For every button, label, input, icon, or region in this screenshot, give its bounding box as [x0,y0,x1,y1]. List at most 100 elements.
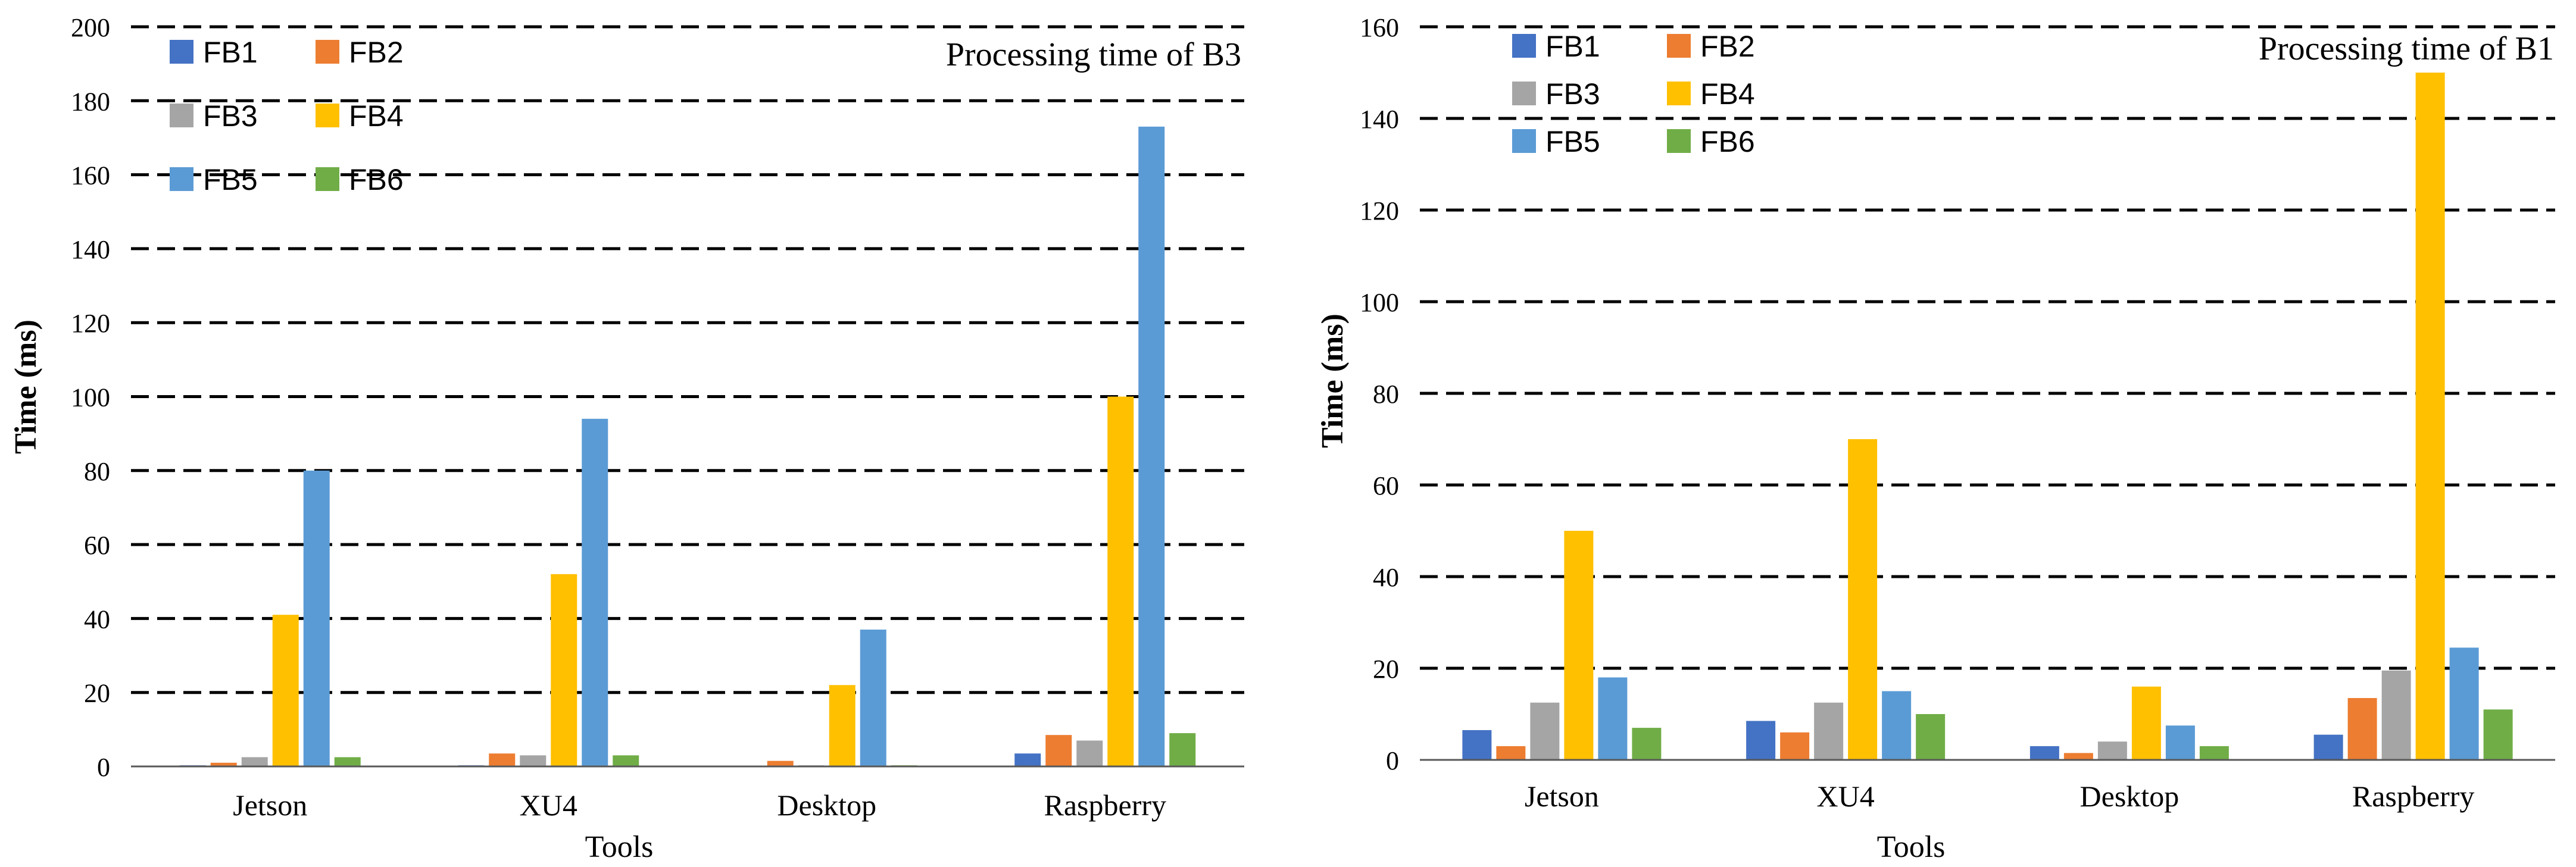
y-tick-label: 60 [84,531,110,560]
x-tick-labels: Jetson XU4 Desktop Raspberry [1525,780,2475,813]
legend-swatch [1667,82,1691,105]
x-tick-label: XU4 [1817,780,1875,813]
bar-fb2-desktop [767,760,794,766]
legend-item-fb3: FB3 [170,99,258,133]
legend-item-fb5: FB5 [170,163,258,196]
legend-label: FB1 [203,36,258,69]
y-axis-label: Time (ms) [1316,314,1350,448]
bar-fb6-raspberry [2483,709,2513,760]
y-tick-label: 60 [1373,471,1399,500]
legend-swatch [1512,82,1536,105]
bar-fb6-desktop [2199,746,2229,760]
legend-label: FB3 [1545,77,1600,111]
bar-fb6-raspberry [1169,733,1196,766]
bar-fb4-desktop [2131,686,2161,760]
y-tick-labels: 0 20 40 60 80 100 120 140 160 [1360,13,1399,775]
bar-fb1-jetson [1462,730,1492,760]
legend-label: FB6 [349,163,404,196]
y-tick-label: 40 [84,605,110,634]
bar-fb3-raspberry [1076,740,1103,766]
x-tick-label: Raspberry [2352,780,2475,813]
y-tick-label: 120 [1360,196,1399,226]
bar-fb6-xu4 [613,755,639,766]
x-tick-label: Desktop [2080,780,2180,813]
legend-item-fb2: FB2 [316,36,404,69]
y-tick-label: 200 [71,13,110,42]
y-tick-label: 120 [71,309,110,338]
bar-fb3-desktop [2097,741,2127,760]
bar-fb4-xu4 [1848,439,1878,760]
bar-fb5-raspberry [1138,126,1165,767]
bar-fb5-xu4 [582,418,608,766]
bar-fb1-raspberry [1014,753,1041,766]
bar-fb3-xu4 [1814,702,1844,760]
gridlines [1420,25,2555,670]
chart-title: Processing time of B3 [946,36,1241,73]
legend-label: FB2 [1700,30,1755,63]
legend-item-fb6: FB6 [316,163,404,196]
legend-label: FB5 [203,163,258,196]
legend-label: FB2 [349,36,404,69]
x-tick-label: Desktop [777,788,876,822]
legend-label: FB3 [203,99,258,133]
bar-fb5-xu4 [1882,691,1912,760]
legend-label: FB5 [1545,125,1600,158]
legend-swatch [1512,34,1536,58]
bar-fb2-jetson [210,762,237,766]
y-tick-label: 140 [1360,105,1399,134]
legend-swatch [1667,34,1691,58]
bar-fb3-jetson [241,757,268,766]
legend: FB1 FB2 FB3 FB4 FB5 FB6 [170,36,404,196]
bars [179,126,1196,767]
legend-item-fb3: FB3 [1512,77,1600,111]
chart-b1: 0 20 40 60 80 100 120 140 160 Jetson XU4 Desktop Ra… [1316,13,2555,864]
y-tick-label: 100 [1360,288,1399,317]
legend-swatch [1667,129,1691,153]
bar-fb2-raspberry [1045,735,1072,766]
legend-item-fb1: FB1 [170,36,258,69]
x-axis-label: Tools [585,830,654,864]
bar-fb2-xu4 [1780,732,1810,760]
legend: FB1 FB2 FB3 FB4 FB5 FB6 [1512,30,1755,158]
bar-fb5-jetson [1598,677,1628,760]
y-tick-label: 20 [1373,655,1399,684]
legend-item-fb5: FB5 [1512,125,1600,158]
bar-fb1-raspberry [2313,734,2343,760]
bars [1462,73,2513,760]
legend-swatch [316,167,339,191]
bar-fb3-raspberry [2381,670,2411,760]
bar-fb4-jetson [272,615,299,766]
bar-fb5-raspberry [2449,647,2479,760]
chart-b3: 0 20 40 60 80 100 120 140 160 180 200 Jetson XU4 Des… [9,13,1244,864]
bar-fb4-desktop [829,685,855,766]
bar-fb2-raspberry [2347,698,2377,760]
bar-fb4-raspberry [2415,73,2445,760]
x-axis-label: Tools [1877,830,1946,864]
bar-fb5-jetson [303,470,330,766]
bar-fb5-desktop [860,630,886,766]
legend-label: FB6 [1700,125,1755,158]
bar-fb6-xu4 [1916,714,1946,760]
legend-item-fb4: FB4 [316,99,404,133]
chart-title: Processing time of B1 [2259,30,2554,67]
legend-label: FB1 [1545,30,1600,63]
legend-swatch [170,104,193,127]
y-tick-label: 80 [84,457,110,486]
bar-fb1-desktop [2029,746,2059,760]
x-tick-label: XU4 [520,788,577,822]
y-tick-label: 160 [1360,13,1399,42]
bar-fb4-jetson [1564,531,1594,760]
legend-item-fb2: FB2 [1667,30,1755,63]
y-axis-label: Time (ms) [9,320,43,454]
bar-fb6-jetson [334,757,361,766]
bar-fb3-jetson [1530,702,1560,760]
bar-fb2-desktop [2063,753,2093,760]
legend-swatch [1512,129,1536,153]
legend-item-fb4: FB4 [1667,77,1755,111]
y-tick-label: 20 [84,679,110,708]
legend-swatch [316,104,339,127]
y-tick-labels: 0 20 40 60 80 100 120 140 160 180 200 [71,13,110,782]
bar-fb3-xu4 [520,755,547,766]
legend-swatch [170,40,193,64]
